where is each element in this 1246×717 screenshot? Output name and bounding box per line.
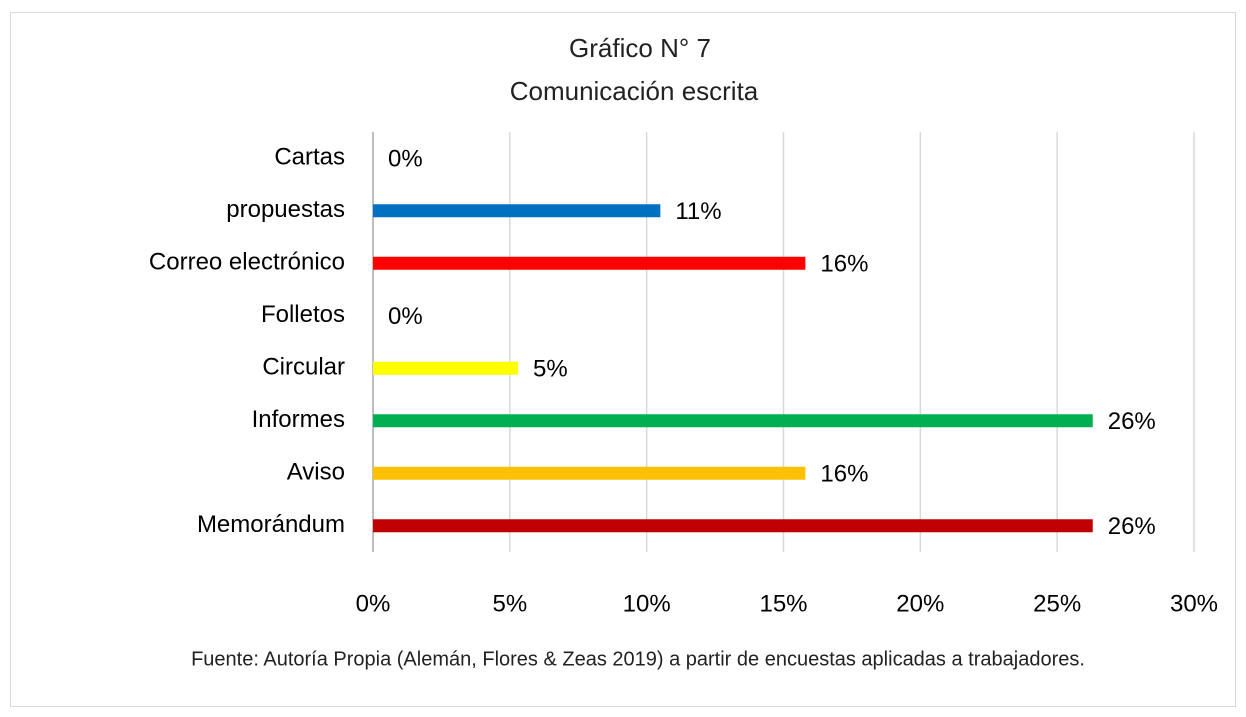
x-tick-label: 25% [1033, 590, 1081, 617]
y-tick-label: propuestas [226, 196, 345, 223]
y-tick-label: Aviso [287, 459, 345, 486]
x-tick-label: 5% [492, 590, 527, 617]
chart-frame [10, 12, 1236, 707]
x-tick-label: 30% [1170, 590, 1218, 617]
chart-subtitle: Comunicación escrita [510, 76, 759, 106]
y-tick-label: Cartas [274, 144, 345, 171]
data-label: 26% [1108, 513, 1156, 540]
y-tick-label: Circular [262, 354, 345, 381]
bar [373, 466, 806, 480]
bar [373, 361, 519, 375]
bar [373, 256, 806, 270]
chart-title: Gráfico N° 7 [569, 33, 711, 63]
data-label: 11% [675, 198, 721, 225]
x-tick-label: 20% [896, 590, 944, 617]
x-tick-label: 15% [759, 590, 807, 617]
data-label: 26% [1108, 408, 1156, 435]
data-label: 5% [533, 356, 568, 383]
y-tick-label: Informes [252, 406, 345, 433]
x-tick-label: 10% [623, 590, 671, 617]
data-label: 0% [388, 146, 423, 173]
y-tick-label: Correo electrónico [149, 249, 345, 276]
bar [373, 414, 1093, 428]
bar [373, 519, 1093, 533]
source-note: Fuente: Autoría Propia (Alemán, Flores &… [191, 648, 1085, 670]
data-label: 16% [820, 461, 868, 488]
y-tick-label: Folletos [261, 301, 345, 328]
bar [373, 204, 661, 218]
x-tick-label: 0% [356, 590, 391, 617]
data-label: 16% [820, 251, 868, 278]
data-label: 0% [388, 303, 423, 330]
y-tick-label: Memorándum [197, 511, 345, 538]
